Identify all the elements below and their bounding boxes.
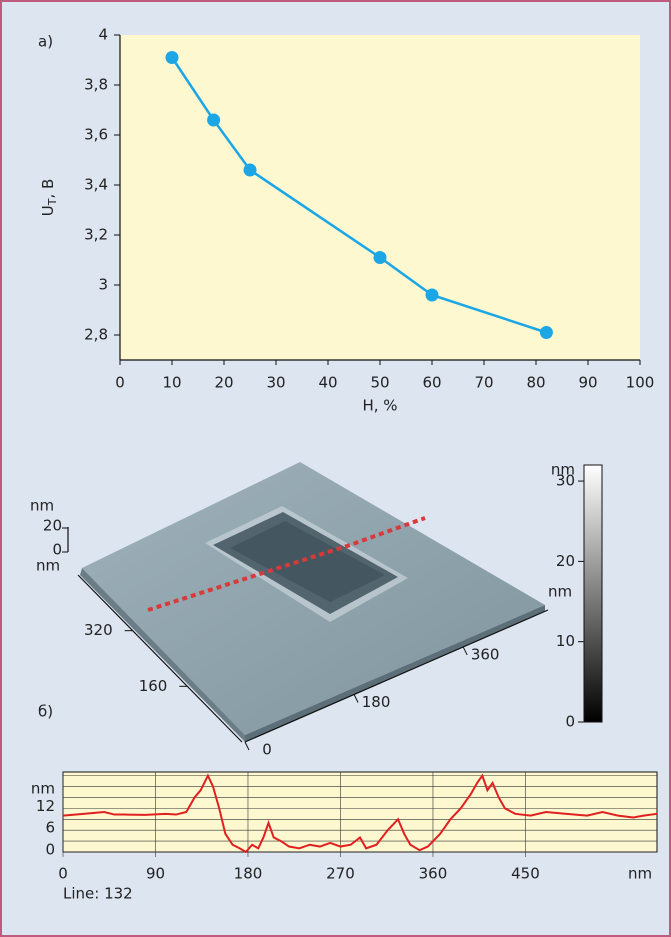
x-tick-label: 20 [214,374,233,392]
y-tick-label: 2,8 [84,326,108,344]
note: Line: 132 [63,885,133,903]
marker [243,163,257,177]
profile-area [62,771,658,853]
x-tick-label: 90 [146,865,165,883]
x-tick-label: 10 [162,374,181,392]
x-tick-label: 180 [234,865,263,883]
y-tick-label: 4 [98,26,108,44]
x-tick-label: 270 [326,865,355,883]
axis-tick-label: 320 [84,621,113,639]
line [170,56,547,334]
axis-tick-label: 0 [52,541,62,559]
axis-tick-label: 160 [139,677,168,695]
marker [165,51,179,64]
x-tick-label: 360 [419,865,448,883]
y-tick-label: 3,4 [84,176,108,194]
x-tick-label: 0 [115,374,125,392]
y-axis-label-part: , В [39,179,57,199]
colorbar-tick-label: 20 [556,552,575,570]
y-axis-label-part: T [46,198,59,206]
panel-label: б) [38,703,53,721]
colorbar [583,464,603,723]
axis-label: nm [30,497,54,515]
y-axis-label-part: U [39,205,57,216]
y-tick-label: 3,2 [84,226,108,244]
x-axis-label: Н, % [362,397,397,415]
axis-tick [244,741,250,751]
x-tick-label: 80 [526,374,545,392]
axis-tick-label: 360 [471,645,500,663]
y-tick-label: 3,8 [84,76,108,94]
afm-surface [67,462,549,743]
x-tick-label: 60 [422,374,441,392]
colorbar-tick-label: 10 [556,632,575,650]
x-tick-label: 50 [370,374,389,392]
x-tick-label: 100 [626,374,655,392]
marker [425,288,439,302]
axis-tick [462,646,468,656]
axis-label: nm [548,583,572,601]
axis-tick-label: 20 [43,517,62,535]
y-tick-label: 3,6 [84,126,108,144]
axis-tick [353,694,359,703]
y-tick-label: 0 [45,841,55,859]
x-tick-label: 0 [58,865,68,883]
marker [207,113,221,127]
y-tick-label: 3 [98,276,108,294]
y-axis-label: UT, В [39,179,60,217]
x-tick-label: 90 [578,374,597,392]
y-axis-label: nm [31,780,55,798]
colorbar-label: nm [551,461,575,479]
x-tick-label: 30 [266,374,285,392]
axis-tick-label: 180 [362,693,391,711]
y-tick-label: 12 [36,797,55,815]
marker [373,251,387,264]
panel-label: а) [38,33,53,51]
x-axis-unit: nm [628,865,652,883]
colorbar-tick-label: 30 [556,472,575,490]
axis-tick-label: 0 [262,741,272,759]
y-tick-label: 6 [45,819,55,837]
x-tick-label: 70 [474,374,493,392]
marker [539,326,553,339]
axis-label: nm [36,557,60,575]
colorbar-tick-label: 0 [565,713,575,731]
x-tick-label: 450 [511,865,540,883]
profile-line [62,773,658,854]
x-tick-label: 40 [318,374,337,392]
plot-area [120,35,640,360]
